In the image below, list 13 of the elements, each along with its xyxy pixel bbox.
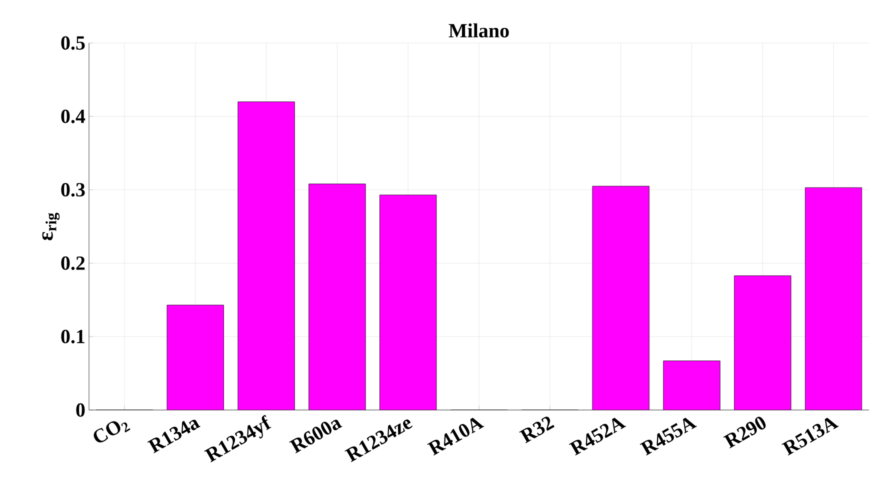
y-tick-label: 0.1 [61, 330, 84, 344]
x-tick-label: R32 [519, 416, 554, 444]
x-tick-label: R134a [147, 420, 200, 454]
x-tick-label: R600a [289, 420, 342, 454]
y-tick-label: 0.5 [61, 36, 85, 50]
chart-title: Milano [448, 23, 509, 38]
y-tick-label: 0.4 [61, 110, 86, 124]
y-axis-title: ε$_{rig}$ [42, 212, 60, 240]
y-tick-label: 0.2 [61, 256, 85, 270]
x-tick-label: R290 [723, 416, 766, 448]
y-tick-label: 0 [76, 403, 85, 417]
y-tick-label: 0.3 [61, 183, 85, 197]
x-tick-label: CO$_{2}$ [94, 421, 130, 442]
